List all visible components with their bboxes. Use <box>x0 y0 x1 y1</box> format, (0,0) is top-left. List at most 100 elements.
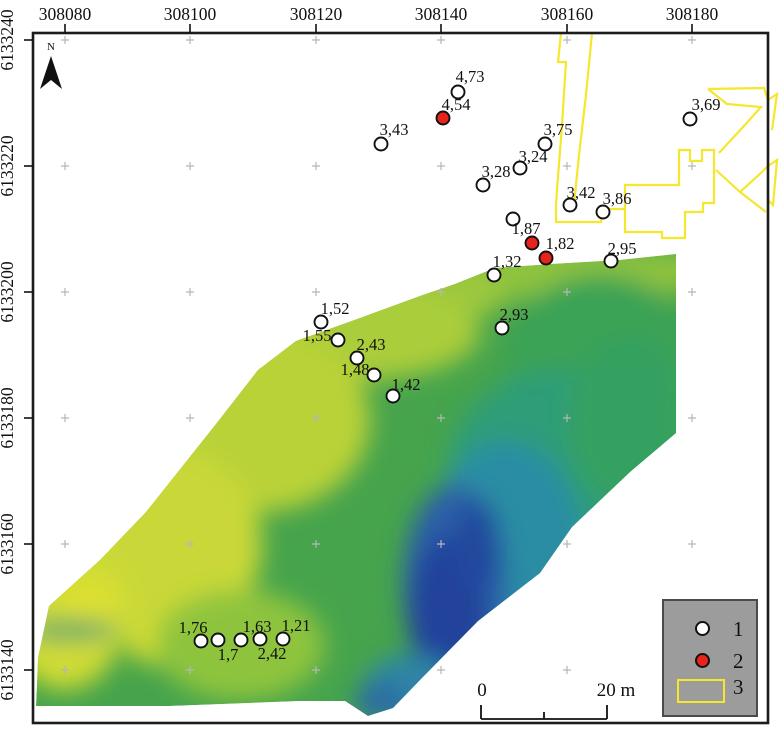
grid-cross <box>688 162 696 170</box>
white-measurement-point <box>505 211 521 227</box>
grid-cross <box>437 414 445 422</box>
white-measurement-point <box>210 632 226 648</box>
point-value-label: 3,69 <box>692 95 721 114</box>
x-axis-label: 308100 <box>164 4 217 24</box>
interpolated-surface <box>36 254 676 716</box>
point-value-label: 1,82 <box>546 234 575 253</box>
white-measurement-point <box>450 84 466 100</box>
point-value-label: 2,93 <box>500 305 529 324</box>
red-point-icon <box>695 653 710 668</box>
point-value-label: 2,42 <box>258 644 287 663</box>
grid-cross <box>186 162 194 170</box>
grid-cross <box>688 540 696 548</box>
grid-cross <box>312 540 320 548</box>
grid-cross <box>563 288 571 296</box>
grid-cross <box>61 162 69 170</box>
grid-cross <box>563 666 571 674</box>
measurement-points: 4,73 4,54 3,43 3,75 3,69 3,24 3,28 3,42 3,86 1,87… <box>179 67 721 664</box>
legend-item-label: 1 <box>733 617 744 641</box>
grid-cross <box>437 666 445 674</box>
point-value-label: 3,43 <box>380 120 409 139</box>
point-value-label: 3,24 <box>519 147 548 166</box>
north-arrow: N <box>40 41 62 89</box>
grid-cross <box>563 414 571 422</box>
y-axis-label: 6133240 <box>0 9 17 71</box>
x-axis-label: 308180 <box>666 4 719 24</box>
y-axis-label: 6133180 <box>0 387 17 449</box>
grid-cross <box>437 288 445 296</box>
boundary-segment <box>767 157 779 208</box>
point-value-label: 3,75 <box>544 120 573 139</box>
white-measurement-point <box>385 388 401 404</box>
white-measurement-point <box>475 177 491 193</box>
grid-cross <box>688 414 696 422</box>
x-axis-label: 308140 <box>415 4 468 24</box>
axis-ticks <box>24 24 693 671</box>
white-measurement-point <box>512 160 528 176</box>
point-value-label: 3,86 <box>603 189 632 208</box>
surface-blob <box>568 335 676 505</box>
grid-cross <box>312 414 320 422</box>
white-measurement-point <box>252 631 268 647</box>
white-measurement-point <box>595 204 611 220</box>
site-boundary-outline <box>554 32 779 240</box>
point-value-label: 1,63 <box>243 617 272 636</box>
surface-blob <box>456 500 500 590</box>
scale-bar <box>480 705 608 720</box>
grid-cross <box>61 288 69 296</box>
scale-bar-line <box>480 705 608 720</box>
grid-cross <box>61 666 69 674</box>
boundary-polygon-icon <box>677 679 725 703</box>
point-value-label: 1,52 <box>321 299 350 318</box>
point-value-label: 1,42 <box>392 375 421 394</box>
white-measurement-point <box>486 267 502 283</box>
boundary-segment <box>554 32 603 224</box>
point-value-label: 1,21 <box>282 616 311 635</box>
grid-cross <box>186 36 194 44</box>
grid-cross <box>186 540 194 548</box>
point-value-label: 1,48 <box>341 360 370 379</box>
x-axis-label: 308120 <box>290 4 343 24</box>
scale-bar-zero-label: 0 <box>477 680 487 701</box>
white-measurement-point <box>603 253 619 269</box>
north-arrow-icon <box>40 56 62 89</box>
white-measurement-point <box>233 632 249 648</box>
boundary-segment <box>767 91 779 131</box>
grid-cross <box>437 36 445 44</box>
axis-labels: 308080 308100 308120 308140 308160 308180 6133… <box>0 4 719 701</box>
grid-cross <box>312 288 320 296</box>
grid-cross <box>563 540 571 548</box>
grid-cross <box>688 36 696 44</box>
point-value-label: 3,42 <box>567 183 596 202</box>
surface-blob <box>36 621 118 639</box>
y-axis-label: 6133160 <box>0 513 17 575</box>
x-axis-label: 308160 <box>541 4 594 24</box>
point-value-label: 1,55 <box>303 326 332 345</box>
grid-cross <box>186 666 194 674</box>
white-measurement-point <box>330 332 346 348</box>
grid-cross <box>312 36 320 44</box>
white-measurement-point <box>373 136 389 152</box>
grid-cross <box>437 162 445 170</box>
y-axis-label: 6133200 <box>0 261 17 323</box>
white-point-icon <box>695 621 710 636</box>
grid-cross <box>437 540 445 548</box>
boundary-segment <box>707 86 770 101</box>
point-value-label: 2,43 <box>357 335 386 354</box>
white-measurement-point <box>562 197 578 213</box>
x-axis-label: 308080 <box>39 4 92 24</box>
point-value-label: 2,95 <box>608 239 637 258</box>
boundary-segment <box>715 165 769 194</box>
grid-cross <box>312 162 320 170</box>
point-value-label: 3,28 <box>482 162 511 181</box>
grid-crosses <box>61 36 696 674</box>
grid-cross <box>563 36 571 44</box>
white-measurement-point <box>349 350 365 366</box>
point-value-label: 1,7 <box>218 645 239 664</box>
boundary-segment <box>572 32 594 206</box>
surface-blob <box>36 540 125 690</box>
grid-cross <box>61 36 69 44</box>
map-frame <box>31 31 770 725</box>
